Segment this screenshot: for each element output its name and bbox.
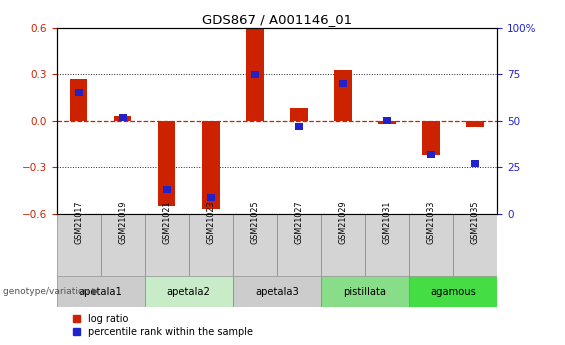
Bar <box>409 214 453 276</box>
Bar <box>453 214 497 276</box>
Text: agamous: agamous <box>430 287 476 296</box>
Bar <box>233 214 277 276</box>
Bar <box>321 214 365 276</box>
Bar <box>233 276 321 307</box>
Bar <box>365 214 409 276</box>
Bar <box>471 160 479 167</box>
Bar <box>246 29 264 121</box>
Bar <box>145 276 233 307</box>
Bar <box>378 121 396 124</box>
Text: GSM21031: GSM21031 <box>383 200 392 244</box>
Bar <box>277 214 321 276</box>
Bar <box>422 121 440 155</box>
Text: GSM21029: GSM21029 <box>338 200 347 244</box>
Bar <box>339 80 347 87</box>
Text: apetala1: apetala1 <box>79 287 123 296</box>
Title: GDS867 / A001146_01: GDS867 / A001146_01 <box>202 13 352 27</box>
Text: GSM21025: GSM21025 <box>250 200 259 244</box>
Bar <box>334 69 352 121</box>
Bar <box>466 121 484 127</box>
Text: apetala3: apetala3 <box>255 287 299 296</box>
Bar <box>251 71 259 78</box>
Legend: log ratio, percentile rank within the sample: log ratio, percentile rank within the sa… <box>73 314 253 337</box>
Bar <box>290 108 308 121</box>
Bar <box>69 79 88 121</box>
Bar <box>207 194 215 201</box>
Bar <box>295 123 303 130</box>
Text: pistillata: pistillata <box>344 287 386 296</box>
Text: genotype/variation ▶: genotype/variation ▶ <box>3 287 99 296</box>
Bar <box>56 276 145 307</box>
Bar <box>189 214 233 276</box>
Text: GSM21023: GSM21023 <box>206 200 215 244</box>
Bar <box>56 214 101 276</box>
Text: GSM21035: GSM21035 <box>471 200 480 244</box>
Bar <box>163 186 171 193</box>
Bar <box>114 116 132 121</box>
Bar <box>145 214 189 276</box>
Bar <box>383 117 391 124</box>
Bar <box>119 114 127 120</box>
Bar <box>409 276 497 307</box>
Bar <box>427 151 435 158</box>
Text: GSM21019: GSM21019 <box>118 200 127 244</box>
Bar <box>158 121 176 206</box>
Text: GSM21033: GSM21033 <box>427 200 436 244</box>
Text: GSM21017: GSM21017 <box>74 200 83 244</box>
Bar <box>202 121 220 209</box>
Bar <box>321 276 409 307</box>
Text: GSM21021: GSM21021 <box>162 200 171 244</box>
Bar <box>75 89 82 96</box>
Text: GSM21027: GSM21027 <box>294 200 303 244</box>
Text: apetala2: apetala2 <box>167 287 211 296</box>
Bar <box>101 214 145 276</box>
